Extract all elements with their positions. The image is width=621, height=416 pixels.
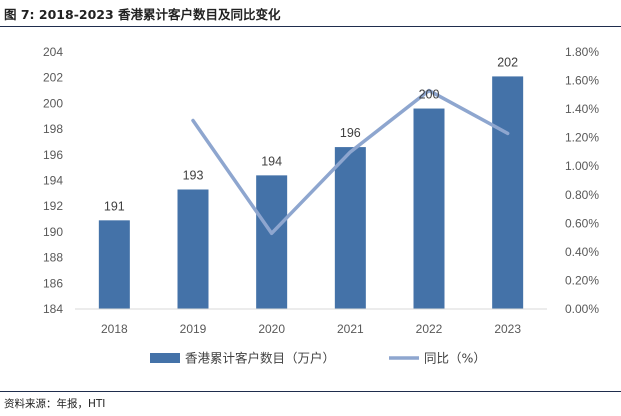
left-tick-label: 184 xyxy=(43,302,63,316)
right-tick-label: 0.00% xyxy=(565,302,599,316)
left-axis-ticks: 184 186 188 190 192 194 196 198 200 202 204 xyxy=(43,45,63,316)
right-tick-label: 1.20% xyxy=(565,131,599,145)
right-tick-label: 1.40% xyxy=(565,102,599,116)
x-tick-label: 2021 xyxy=(337,322,364,336)
legend-bar-label: 香港累计客户数目（万户） xyxy=(185,351,335,366)
left-tick-label: 192 xyxy=(43,199,63,213)
legend-line-label: 同比（%） xyxy=(424,351,486,366)
line-series xyxy=(191,88,510,236)
legend-bar-swatch xyxy=(150,353,180,363)
bottom-rule xyxy=(0,391,621,392)
bar-value-label: 200 xyxy=(419,88,440,102)
left-tick-label: 194 xyxy=(43,174,63,188)
bar xyxy=(177,189,209,309)
yoy-line xyxy=(191,88,510,236)
bar-value-label: 193 xyxy=(183,168,204,182)
figure-title: 图 7: 2018-2023 香港累计客户数目及同比变化 xyxy=(4,7,281,22)
right-tick-label: 0.40% xyxy=(565,245,599,259)
bar xyxy=(334,147,366,309)
bar xyxy=(492,76,524,309)
right-tick-label: 1.80% xyxy=(565,45,599,59)
bar xyxy=(256,175,288,309)
source-note: 资料来源：年报，HTI xyxy=(4,398,106,410)
x-tick-label: 2022 xyxy=(416,322,443,336)
bar-value-label: 194 xyxy=(261,154,282,168)
x-tick-label: 2020 xyxy=(258,322,285,336)
bar-value-label: 191 xyxy=(104,199,125,213)
right-tick-label: 0.60% xyxy=(565,216,599,230)
x-axis-ticks: 2018 2019 2020 2021 2022 2023 xyxy=(101,322,521,336)
x-tick-label: 2023 xyxy=(494,322,521,336)
right-tick-label: 1.00% xyxy=(565,159,599,173)
bar xyxy=(98,220,130,309)
x-tick-label: 2018 xyxy=(101,322,128,336)
x-tick-label: 2019 xyxy=(180,322,207,336)
left-tick-label: 204 xyxy=(43,45,63,59)
right-tick-label: 0.80% xyxy=(565,188,599,202)
bar-series xyxy=(98,76,524,309)
bar xyxy=(413,108,445,309)
left-tick-label: 188 xyxy=(43,251,63,265)
bar-data-labels: 191 193 194 196 200 202 xyxy=(104,55,518,213)
left-tick-label: 198 xyxy=(43,122,63,136)
left-tick-label: 200 xyxy=(43,96,63,110)
right-tick-label: 1.60% xyxy=(565,74,599,88)
left-tick-label: 202 xyxy=(43,71,63,85)
bar-value-label: 196 xyxy=(340,126,361,140)
left-tick-label: 196 xyxy=(43,148,63,162)
legend: 香港累计客户数目（万户） 同比（%） xyxy=(150,351,486,366)
left-tick-label: 186 xyxy=(43,276,63,290)
top-rule xyxy=(0,26,621,27)
right-axis-ticks: 0.00% 0.20% 0.40% 0.60% 0.80% 1.00% 1.20% 1.40%… xyxy=(565,45,599,316)
left-tick-label: 190 xyxy=(43,225,63,239)
right-tick-label: 0.20% xyxy=(565,273,599,287)
bar-value-label: 202 xyxy=(497,55,518,69)
